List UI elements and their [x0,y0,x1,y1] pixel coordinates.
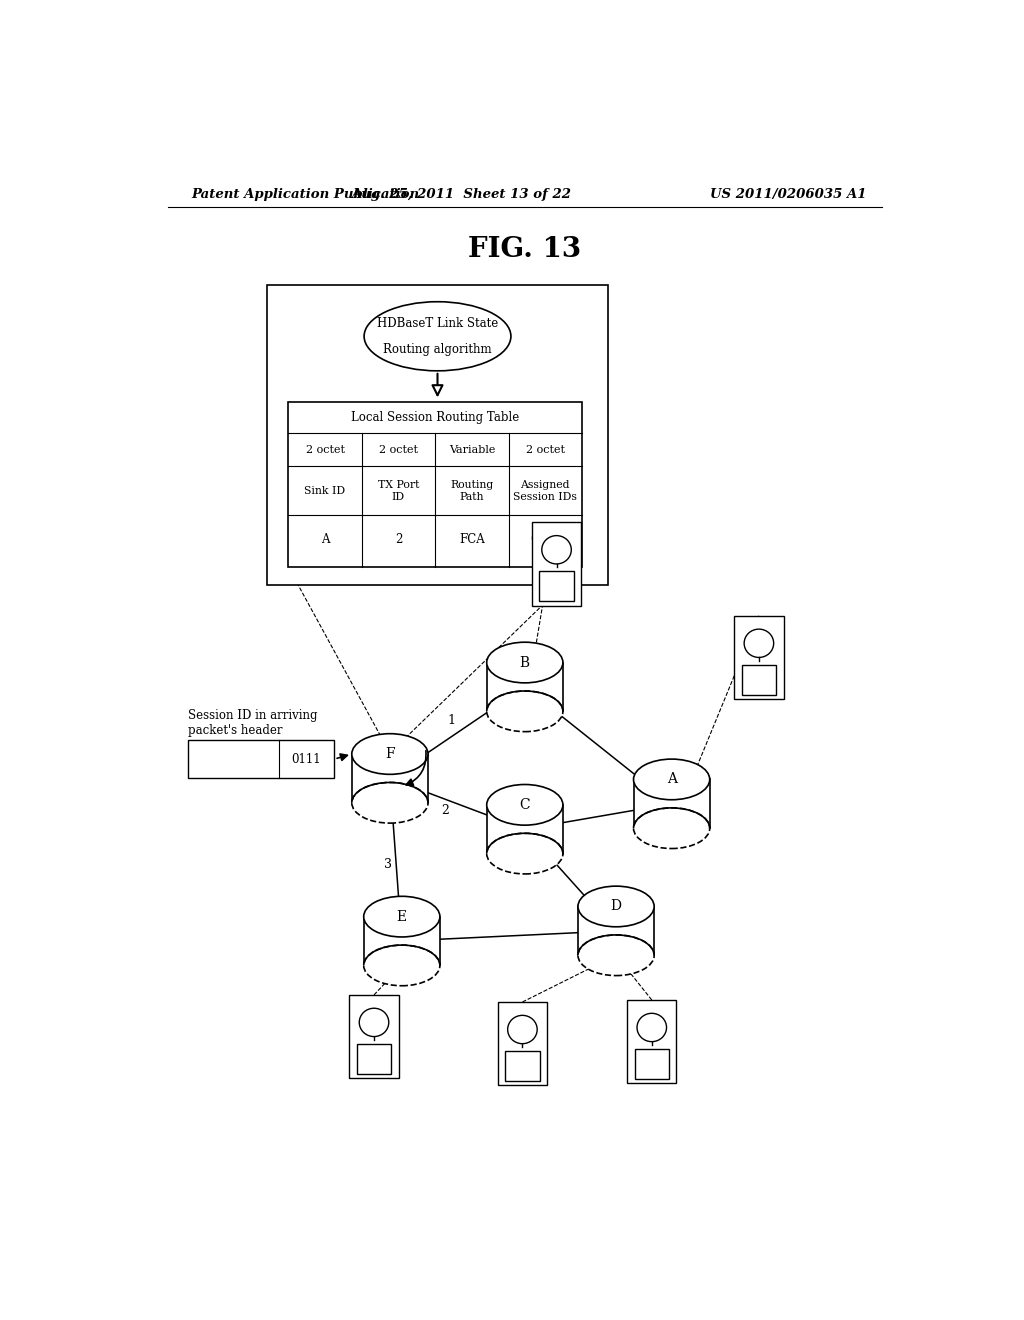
Text: Session ID in arriving: Session ID in arriving [187,709,317,722]
Text: Assigned
Session IDs: Assigned Session IDs [513,479,578,502]
Ellipse shape [486,833,563,874]
Bar [531,523,582,606]
Text: 3: 3 [384,858,392,871]
Ellipse shape [637,1014,667,1041]
Ellipse shape [542,536,571,564]
Text: Aug. 25, 2011  Sheet 13 of 22: Aug. 25, 2011 Sheet 13 of 22 [351,189,571,202]
Text: Patent Application Publication: Patent Application Publication [191,189,420,202]
Ellipse shape [578,886,654,927]
Text: A: A [667,772,677,787]
Text: FIG. 13: FIG. 13 [468,236,582,264]
Text: Local Session Routing Table: Local Session Routing Table [351,411,519,424]
Text: 2 octet: 2 octet [379,445,418,454]
Ellipse shape [634,808,710,849]
Bar [349,995,398,1078]
Ellipse shape [352,734,428,775]
Text: 1: 1 [447,714,456,727]
Bar [627,1001,677,1084]
Ellipse shape [364,896,440,937]
Ellipse shape [359,1008,389,1036]
Bar [505,1051,540,1081]
Text: US 2011/0206035 A1: US 2011/0206035 A1 [710,189,866,202]
Text: Routing algorithm: Routing algorithm [383,343,492,356]
Bar [635,1049,669,1080]
Text: C: C [519,797,530,812]
Bar [267,285,608,585]
Text: TX Port
ID: TX Port ID [378,479,419,502]
Bar [578,907,654,956]
Bar [634,779,710,828]
Bar [734,615,783,700]
Bar [486,663,563,711]
Bar [364,916,440,965]
Ellipse shape [486,643,563,682]
Ellipse shape [508,1015,538,1044]
Bar [356,1044,391,1074]
Bar [741,665,776,694]
Bar [352,754,428,803]
Bar [486,805,563,854]
Text: 2 octet: 2 octet [525,445,564,454]
Ellipse shape [486,784,563,825]
Ellipse shape [352,783,428,824]
Text: Variable: Variable [449,445,495,454]
Text: E: E [396,909,407,924]
Ellipse shape [744,630,774,657]
Text: 2: 2 [394,533,402,546]
Bar [498,1002,547,1085]
Text: 0111: 0111 [292,752,322,766]
Bar [187,739,334,779]
Text: 2: 2 [441,804,450,817]
Text: Sink ID: Sink ID [304,486,345,496]
Text: HDBaseT Link State: HDBaseT Link State [377,317,498,330]
Ellipse shape [486,690,563,731]
Text: F: F [385,747,394,762]
Text: packet's header: packet's header [187,725,282,737]
Text: D: D [610,899,622,913]
Text: Routing
Path: Routing Path [451,479,494,502]
Text: 0111: 0111 [530,533,560,546]
Ellipse shape [364,945,440,986]
Text: A: A [321,533,330,546]
Text: B: B [520,656,529,669]
Bar [540,572,573,602]
Ellipse shape [578,935,654,975]
Text: FCA: FCA [459,533,484,546]
Ellipse shape [365,302,511,371]
Bar [289,403,582,568]
Text: 2 octet: 2 octet [305,445,344,454]
Ellipse shape [634,759,710,800]
